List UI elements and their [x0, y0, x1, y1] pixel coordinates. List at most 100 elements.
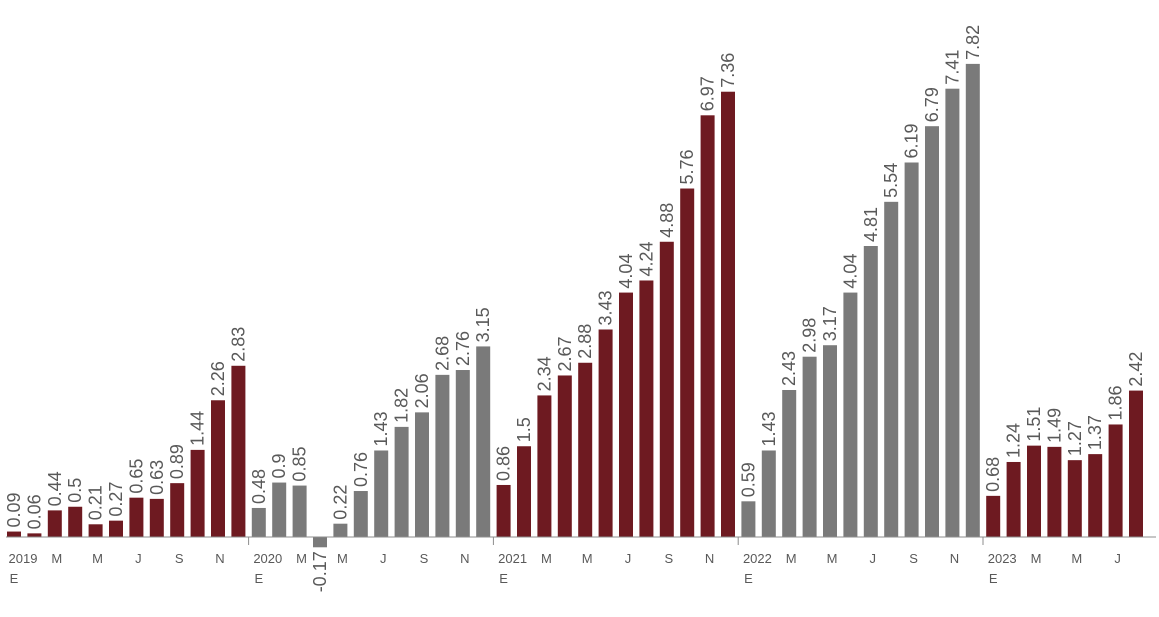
bar: [435, 374, 450, 537]
bar: [313, 537, 327, 548]
bar-value-label: 2.26: [208, 361, 228, 396]
bar-value-label: 1.43: [759, 411, 779, 446]
x-tick-label: 2021: [498, 551, 527, 566]
bar: [965, 63, 980, 537]
x-tick-label: 2020: [253, 551, 282, 566]
x-tick-label: M: [541, 551, 552, 566]
bar: [68, 506, 83, 537]
bar: [47, 510, 62, 537]
x-tick-label: J: [135, 551, 142, 566]
bar: [496, 484, 511, 537]
x-tick-label: M: [92, 551, 103, 566]
bar: [455, 370, 470, 537]
bar: [741, 501, 756, 538]
bar-value-label: 2.98: [800, 318, 820, 353]
bar: [823, 345, 837, 537]
value-labels-layer: 0.09 0.060.44 0.5 0.21 0.270.65 0.63 0.891.442…: [4, 25, 1146, 592]
bar-value-label: 1.86: [1106, 385, 1126, 420]
bar: [557, 375, 572, 537]
bar-value-label: 2.34: [534, 356, 554, 391]
x-tick-label: M: [1031, 551, 1042, 566]
bar: [537, 395, 552, 537]
bar: [27, 533, 42, 537]
bar: [761, 450, 776, 538]
x-tick-sublabel: E: [499, 571, 508, 586]
bar-value-label: 1.27: [1065, 421, 1085, 456]
x-tick-label: 2023: [988, 551, 1017, 566]
bar-value-label: 0.09: [4, 493, 24, 528]
bar-value-label: 7.36: [718, 53, 738, 88]
x-tick-label: S: [175, 551, 184, 566]
bar-value-label: 6.79: [922, 87, 942, 122]
x-tick-label: S: [909, 551, 918, 566]
bar-value-label: 5.54: [881, 163, 901, 198]
bar-value-label: 0.65: [126, 459, 146, 494]
bar: [170, 483, 185, 537]
bar: [7, 531, 21, 537]
bar-value-label: 1.24: [1004, 423, 1024, 458]
x-tick-label: J: [1114, 551, 1121, 566]
bar-value-label: 6.97: [698, 76, 718, 111]
bar-value-label: 0.22: [330, 485, 350, 520]
bar: [394, 426, 409, 537]
bar: [884, 201, 899, 537]
bar-value-label: 2.88: [575, 324, 595, 359]
x-tick-label: N: [950, 551, 959, 566]
bar: [272, 482, 287, 537]
x-tick-label: J: [870, 551, 877, 566]
bar: [333, 523, 348, 537]
bar-value-label: 2.67: [555, 336, 575, 371]
bar-value-label: 7.82: [963, 25, 983, 60]
bar: [1129, 390, 1143, 537]
bar: [374, 450, 389, 538]
x-tick-sublabel: E: [254, 571, 263, 586]
bar-value-label: 1.44: [188, 411, 208, 446]
bar: [945, 88, 960, 537]
bar: [986, 495, 1001, 537]
bar-value-label: 1.49: [1044, 408, 1064, 443]
bar: [598, 329, 613, 538]
x-tick-label: N: [215, 551, 224, 566]
x-tick-label: M: [51, 551, 62, 566]
bar-value-label: 0.06: [24, 494, 44, 529]
bar: [1006, 461, 1021, 537]
x-tick-label: N: [705, 551, 714, 566]
bar-value-label: 2.06: [412, 373, 432, 408]
bar: [1067, 460, 1082, 537]
bar-value-label: 7.41: [942, 50, 962, 85]
x-tick-label: S: [664, 551, 673, 566]
x-tick-sublabel: E: [744, 571, 753, 586]
bar: [353, 491, 368, 537]
bar: [721, 91, 735, 537]
bar: [292, 485, 307, 537]
x-tick-label: M: [786, 551, 797, 566]
bar: [149, 498, 164, 537]
x-tick-label: M: [296, 551, 307, 566]
x-ticks-layer: [248, 537, 984, 545]
bar-value-label: 3.17: [820, 306, 840, 341]
bar-value-label: 4.24: [636, 241, 656, 276]
bar-value-label: 0.27: [106, 482, 126, 517]
bar: [88, 524, 103, 537]
bar: [1108, 424, 1123, 537]
bar-value-label: 0.48: [249, 469, 269, 504]
bar-value-label: 2.76: [453, 331, 473, 366]
bar: [129, 497, 144, 538]
x-tick-label: M: [582, 551, 593, 566]
x-tick-label: J: [380, 551, 387, 566]
x-tick-label: M: [827, 551, 838, 566]
bar: [1088, 454, 1103, 538]
bar-value-label: 1.5: [514, 417, 534, 442]
x-tick-label: M: [1071, 551, 1082, 566]
x-tick-label: 2019: [9, 551, 38, 566]
bar-value-label: 0.59: [738, 462, 758, 497]
bar: [619, 292, 633, 537]
bar-value-label: 0.5: [65, 478, 85, 503]
bar-value-label: 0.86: [494, 446, 514, 481]
bar-value-label: 0.68: [983, 457, 1003, 492]
bar: [659, 241, 674, 537]
bar-value-label: -0.17: [310, 551, 330, 592]
bar: [578, 362, 593, 537]
bar: [190, 449, 205, 537]
